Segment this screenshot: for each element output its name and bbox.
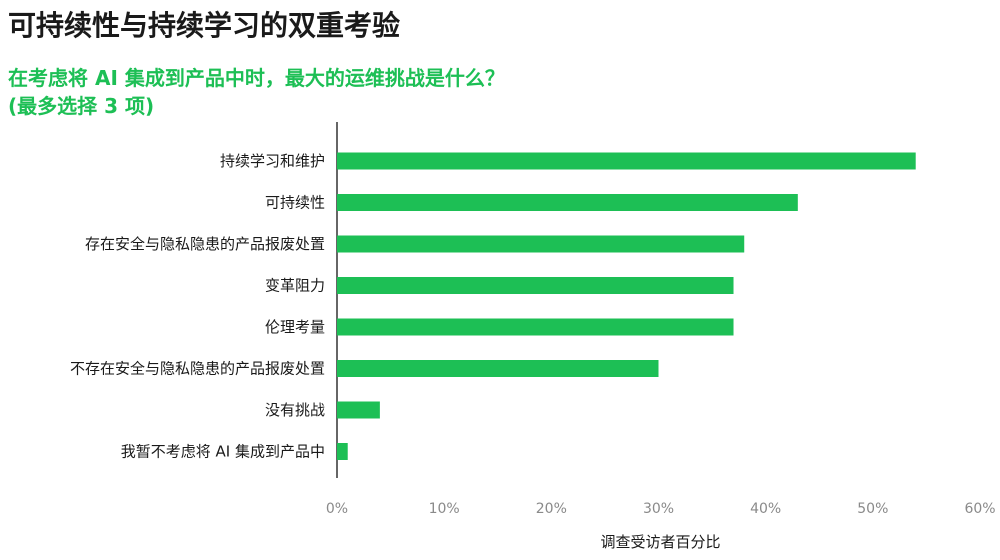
bar-5 (337, 360, 659, 377)
category-label-0: 持续学习和维护 (220, 152, 325, 170)
category-label-4: 伦理考量 (265, 318, 325, 336)
bar-2 (337, 235, 745, 253)
category-label-5: 不存在安全与隐私隐患的产品报废处置 (70, 360, 325, 378)
category-label-6: 没有挑战 (265, 401, 325, 419)
category-labels-group: 持续学习和维护可持续性存在安全与隐私隐患的产品报废处置变革阻力伦理考量不存在安全… (70, 152, 325, 461)
chart-question-subtitle: (最多选择 3 项) (8, 94, 155, 118)
bar-0 (337, 152, 916, 170)
x-tick-label-3: 30% (643, 501, 674, 517)
bar-3 (337, 277, 734, 294)
x-tick-label-5: 50% (857, 501, 888, 517)
x-axis-title: 调查受访者百分比 (600, 533, 720, 551)
chart-title: 在考虑将 AI 集成到产品中时，最大的运维挑战是什么？ (最多选择 3 项) (8, 64, 708, 120)
bars-group (337, 152, 916, 460)
chart-question-text: 在考虑将 AI 集成到产品中时，最大的运维挑战是什么？ (8, 66, 505, 90)
x-tick-label-0: 0% (326, 501, 348, 517)
x-tick-label-2: 20% (536, 501, 567, 517)
x-tick-labels-group: 0% 10% 20% 30% 40% 50% 60% (326, 501, 996, 517)
x-tick-label-6: 60% (964, 501, 995, 517)
x-tick-label-4: 40% (750, 501, 781, 517)
category-label-7: 我暂不考虑将 AI 集成到产品中 (121, 443, 325, 461)
x-tick-label-1: 10% (429, 501, 460, 517)
category-label-2: 存在安全与隐私隐患的产品报废处置 (85, 235, 325, 253)
category-label-1: 可持续性 (265, 194, 325, 212)
bar-6 (337, 401, 380, 419)
bar-1 (337, 194, 798, 211)
bar-4 (337, 318, 734, 336)
bar-7 (337, 443, 348, 460)
category-label-3: 变革阻力 (265, 277, 325, 295)
page-title: 可持续性与持续学习的双重考验 (8, 9, 401, 42)
